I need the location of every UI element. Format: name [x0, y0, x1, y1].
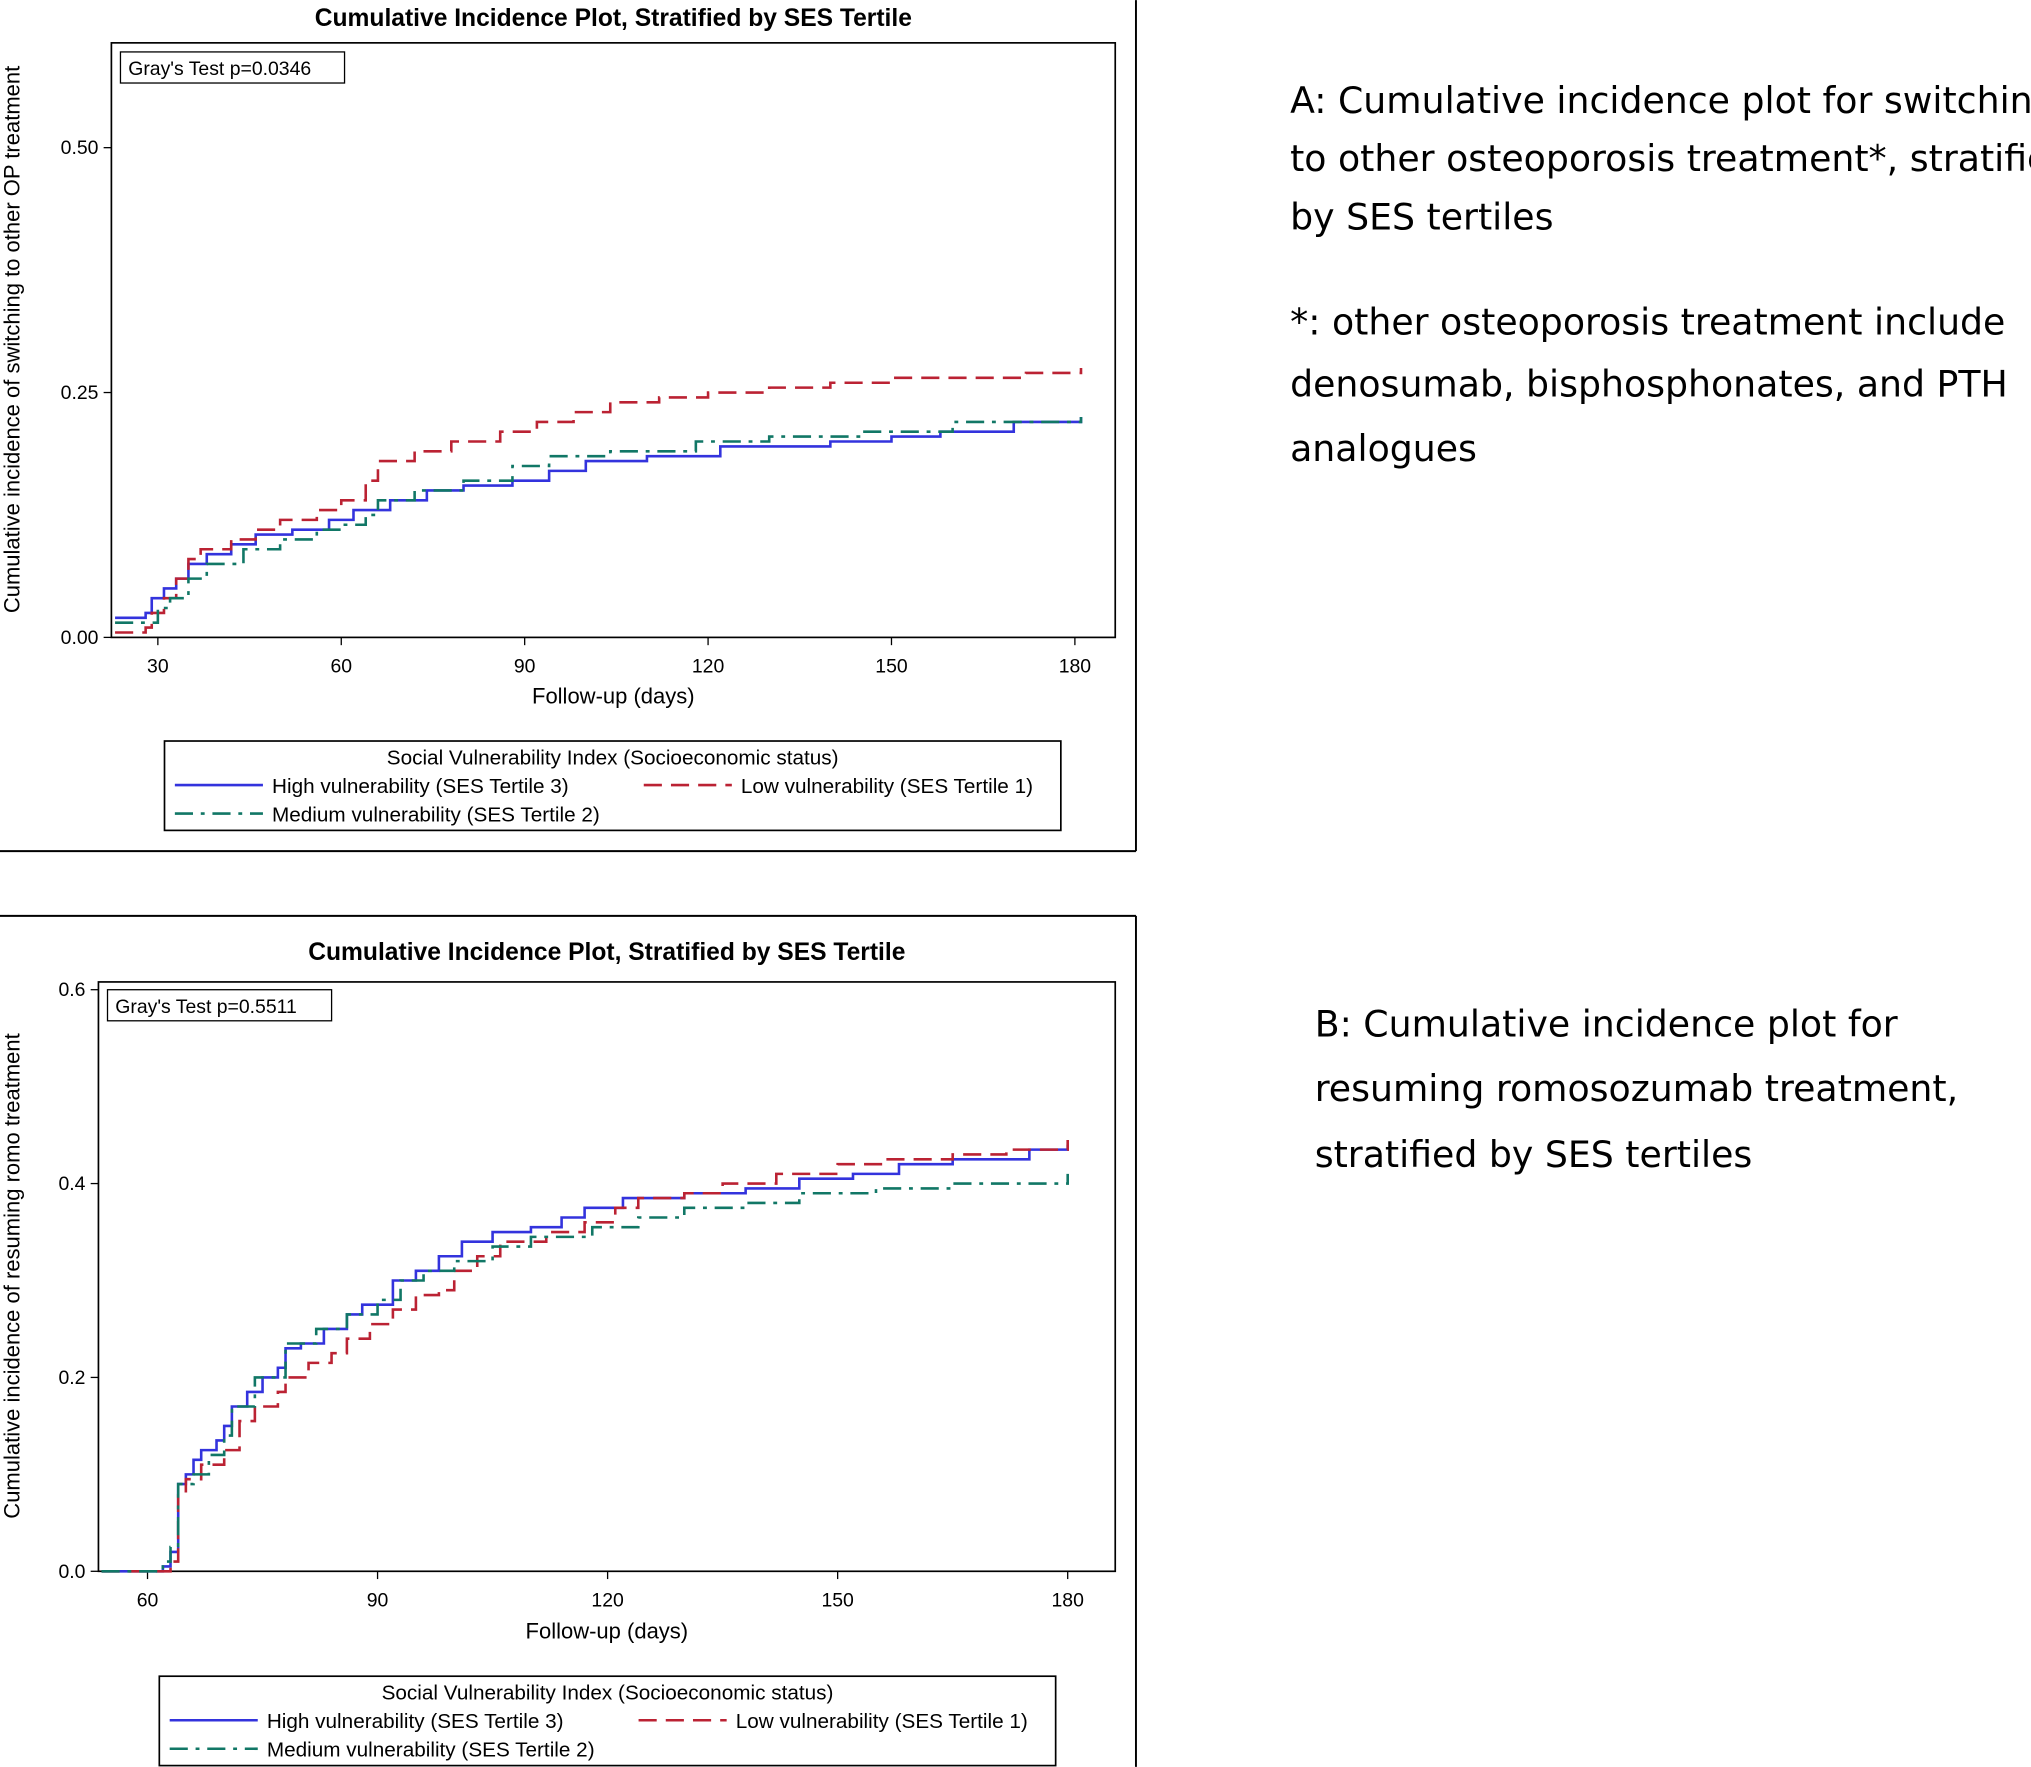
x-tick-label: 150	[821, 1589, 854, 1611]
chart-b: Cumulative Incidence Plot, Stratified by…	[0, 939, 1117, 1767]
series-line-low	[115, 368, 1083, 634]
y-tick-label: 0.0	[59, 1561, 86, 1583]
caption-b: B: Cumulative incidence plot for resumin…	[1315, 1002, 1958, 1176]
y-axis-label: Cumulative incidence of switching to oth…	[0, 66, 24, 613]
grays-test-annotation: Gray's Test p=0.0346	[128, 58, 311, 80]
plot-frame	[110, 42, 1117, 639]
annotation-box	[119, 51, 346, 84]
x-tick-label: 60	[137, 1589, 159, 1611]
grays-test-annotation: Gray's Test p=0.5511	[115, 996, 297, 1018]
caption-b-line: stratified by SES tertiles	[1315, 1133, 1753, 1176]
caption-a-line: by SES tertiles	[1290, 195, 1553, 238]
legend-box	[163, 740, 1062, 832]
legend: Social Vulnerability Index (Socioeconomi…	[163, 740, 1062, 832]
x-tick-label: 120	[692, 655, 725, 677]
chart-title: Cumulative Incidence Plot, Stratified by…	[308, 939, 905, 966]
legend-label: Low vulnerability (SES Tertile 1)	[736, 1710, 1028, 1733]
series-line-high	[115, 417, 1083, 620]
y-tick-label: 0.00	[61, 627, 99, 649]
legend-label: High vulnerability (SES Tertile 3)	[272, 775, 569, 798]
chart-a: Cumulative Incidence Plot, Stratified by…	[0, 5, 1117, 832]
x-axis-label: Follow-up (days)	[526, 1619, 689, 1644]
y-axis-label: Cumulative incidence of resuming romo tr…	[0, 1033, 24, 1518]
x-tick-label: 60	[330, 655, 352, 677]
legend-label: Medium vulnerability (SES Tertile 2)	[272, 803, 600, 826]
legend-title: Social Vulnerability Index (Socioeconomi…	[382, 1682, 834, 1705]
annotation-box	[106, 989, 333, 1022]
series-line-low	[101, 1139, 1069, 1573]
x-tick-label: 90	[514, 655, 536, 677]
plot-frame	[97, 981, 1117, 1573]
caption-a: A: Cumulative incidence plot for switchi…	[1290, 79, 2031, 470]
chart-title: Cumulative Incidence Plot, Stratified by…	[315, 5, 912, 32]
y-tick-label: 0.2	[59, 1367, 86, 1389]
caption-b-line: resuming romosozumab treatment,	[1315, 1067, 1958, 1110]
caption-a-note-line: analogues	[1290, 427, 1477, 470]
caption-a-note-line: *: other osteoporosis treatment include	[1290, 300, 2005, 343]
caption-a-line: A: Cumulative incidence plot for switchi…	[1290, 79, 2031, 122]
legend-title: Social Vulnerability Index (Socioeconomi…	[387, 746, 839, 769]
x-tick-label: 180	[1059, 655, 1092, 677]
series-line-medium	[115, 417, 1083, 624]
x-tick-label: 30	[147, 655, 169, 677]
x-tick-label: 180	[1051, 1589, 1084, 1611]
caption-b-line: B: Cumulative incidence plot for	[1315, 1002, 1898, 1045]
caption-a-line: to other osteoporosis treatment*, strati…	[1290, 137, 2031, 180]
y-tick-label: 0.6	[59, 979, 86, 1001]
legend: Social Vulnerability Index (Socioeconomi…	[158, 1675, 1057, 1767]
y-tick-label: 0.25	[61, 382, 99, 404]
legend-label: Medium vulnerability (SES Tertile 2)	[267, 1739, 595, 1762]
x-tick-label: 90	[367, 1589, 389, 1611]
series-line-high	[101, 1144, 1069, 1573]
x-tick-label: 150	[875, 655, 908, 677]
series-line-medium	[101, 1173, 1069, 1573]
y-tick-label: 0.50	[61, 137, 99, 159]
legend-label: High vulnerability (SES Tertile 3)	[267, 1710, 564, 1733]
x-axis-label: Follow-up (days)	[532, 683, 695, 708]
legend-box	[158, 1675, 1057, 1767]
legend-label: Low vulnerability (SES Tertile 1)	[741, 775, 1033, 798]
y-tick-label: 0.4	[59, 1173, 86, 1195]
caption-a-note-line: denosumab, bisphosphonates, and PTH	[1290, 362, 2008, 405]
x-tick-label: 120	[591, 1589, 624, 1611]
